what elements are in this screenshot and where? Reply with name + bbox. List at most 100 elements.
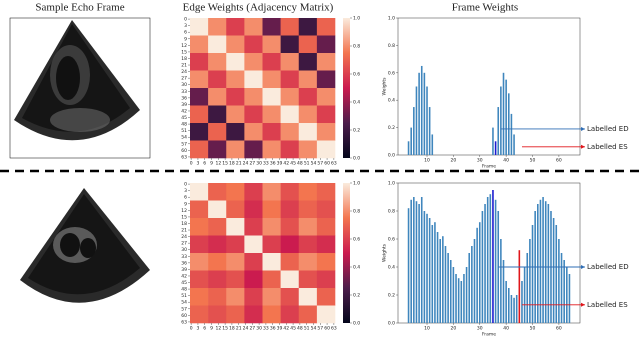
bar bbox=[494, 141, 497, 155]
y-tick-label: 54 bbox=[181, 135, 187, 141]
x-tick-label: 60 bbox=[556, 326, 562, 332]
heat-cell bbox=[190, 88, 209, 106]
bar bbox=[531, 225, 534, 323]
heat-cell bbox=[226, 183, 245, 201]
bar bbox=[486, 197, 489, 323]
heat-cell bbox=[226, 18, 245, 36]
y-tick-label: 0.2 bbox=[388, 125, 395, 131]
x-tick-label: 63 bbox=[331, 161, 337, 167]
y-tick-label: 54 bbox=[181, 300, 187, 306]
heat-cell bbox=[298, 70, 318, 89]
x-tick-label: 54 bbox=[311, 161, 317, 167]
bar bbox=[492, 127, 494, 155]
heat-cell bbox=[280, 53, 300, 71]
heat-cell bbox=[208, 53, 227, 71]
arrow-head bbox=[581, 126, 585, 131]
bar bbox=[510, 295, 513, 323]
heat-cell bbox=[262, 70, 281, 89]
heat-cell bbox=[226, 218, 245, 236]
bar bbox=[484, 204, 486, 323]
heat-cell bbox=[226, 288, 245, 306]
heat-cell bbox=[280, 200, 300, 219]
heat-cell bbox=[316, 253, 336, 271]
x-tick-label: 3 bbox=[196, 161, 199, 167]
y-tick-label: 6 bbox=[184, 195, 187, 201]
x-tick-label: 60 bbox=[556, 158, 562, 164]
y-tick-label: 60 bbox=[181, 148, 187, 154]
x-tick-label: 18 bbox=[229, 326, 235, 332]
y-tick-label: 39 bbox=[181, 267, 187, 273]
bar bbox=[473, 239, 476, 323]
bar bbox=[418, 204, 420, 323]
panel-title: Frame Weights bbox=[452, 2, 518, 14]
heat-cell bbox=[262, 18, 281, 36]
panel-title: Edge Weights (Adjacency Matrix) bbox=[183, 2, 334, 14]
y-tick-label: 51 bbox=[181, 293, 187, 299]
bar bbox=[426, 86, 428, 155]
x-tick-label: 33 bbox=[263, 161, 269, 167]
bar bbox=[523, 267, 526, 323]
heat-cell bbox=[226, 270, 245, 289]
bar bbox=[507, 93, 510, 155]
heat-cell bbox=[208, 200, 227, 219]
heat-cell bbox=[316, 183, 336, 201]
bar bbox=[489, 194, 492, 323]
heat-cell bbox=[262, 105, 281, 124]
y-axis-label: Weights bbox=[382, 77, 388, 96]
heat-cell bbox=[208, 253, 227, 271]
bar bbox=[547, 204, 550, 323]
bar bbox=[544, 201, 547, 323]
heat-cell bbox=[316, 70, 336, 89]
x-tick-label: 30 bbox=[477, 326, 483, 332]
x-tick-label: 39 bbox=[277, 326, 283, 332]
heat-cell bbox=[280, 70, 300, 89]
heat-cell bbox=[226, 53, 245, 71]
colorbar-tick-label: 0.4 bbox=[353, 100, 360, 106]
y-tick-label: 63 bbox=[181, 319, 187, 325]
y-tick-label: 0.2 bbox=[388, 293, 395, 299]
heat-cell bbox=[280, 140, 300, 159]
heat-cell bbox=[298, 270, 318, 289]
bar bbox=[521, 281, 523, 323]
heat-cell bbox=[208, 18, 227, 36]
x-tick-label: 27 bbox=[249, 161, 255, 167]
bar bbox=[413, 197, 415, 323]
y-tick-label: 3 bbox=[184, 188, 187, 194]
y-tick-label: 12 bbox=[181, 43, 187, 49]
heat-cell bbox=[298, 288, 318, 306]
bar bbox=[415, 86, 418, 155]
heat-cell bbox=[262, 235, 281, 254]
bar bbox=[502, 260, 505, 323]
heat-cell bbox=[244, 235, 263, 254]
y-tick-label: 9 bbox=[184, 36, 187, 42]
heat-cell bbox=[208, 305, 227, 324]
bar bbox=[428, 218, 431, 323]
heat-cell bbox=[226, 253, 245, 271]
y-tick-label: 3 bbox=[184, 23, 187, 29]
heat-cell bbox=[298, 200, 318, 219]
annotation: Labelled ED bbox=[587, 125, 629, 133]
bar bbox=[442, 236, 444, 323]
y-tick-label: 0.6 bbox=[388, 70, 395, 76]
heat-cell bbox=[244, 305, 263, 324]
bar bbox=[436, 232, 439, 323]
bar bbox=[481, 211, 484, 323]
x-tick-label: 42 bbox=[283, 161, 289, 167]
x-tick-label: 12 bbox=[215, 161, 221, 167]
heat-cell bbox=[262, 253, 281, 271]
colorbar-tick-label: 0.2 bbox=[353, 128, 360, 134]
bar bbox=[439, 239, 441, 323]
heat-cell bbox=[262, 140, 281, 159]
bar bbox=[513, 134, 515, 155]
heat-cell bbox=[226, 305, 245, 324]
heat-cell bbox=[316, 105, 336, 124]
bar bbox=[407, 208, 410, 323]
heat-cell bbox=[298, 140, 318, 159]
y-tick-label: 1.0 bbox=[388, 181, 395, 187]
bar bbox=[471, 246, 473, 323]
x-tick-label: 21 bbox=[236, 326, 242, 332]
x-tick-label: 0 bbox=[190, 326, 193, 332]
colorbar-tick-label: 1.0 bbox=[353, 181, 360, 187]
bar bbox=[500, 239, 502, 323]
heat-cell bbox=[226, 235, 245, 254]
